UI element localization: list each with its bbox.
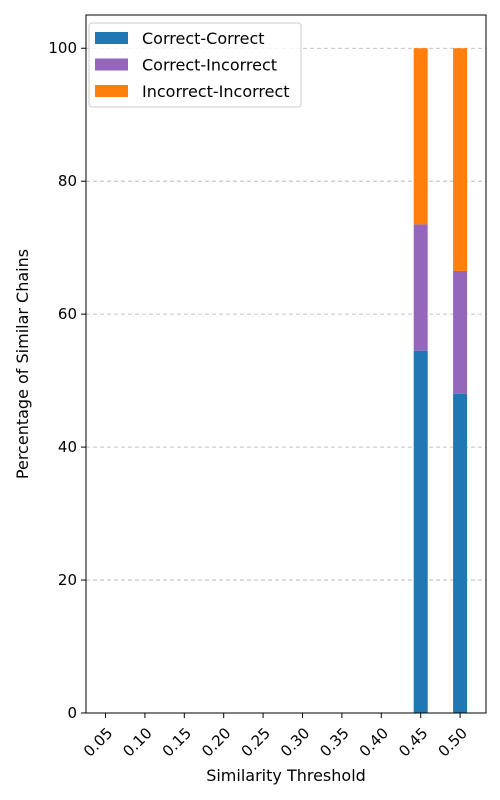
x-axis-label: Similarity Threshold [206,766,366,785]
legend: Correct-Correct Correct-Incorrect Incorrec… [89,23,301,107]
y-tick-label: 80 [58,172,77,190]
bar-incorrect-incorrect-0.50 [453,48,467,271]
y-tick-label: 20 [58,571,77,589]
legend-label: Correct-Correct [142,29,265,48]
bar-correct-incorrect-0.45 [414,224,428,350]
legend-label: Correct-Incorrect [142,56,277,75]
bar-incorrect-incorrect-0.45 [414,48,428,224]
bar-correct-incorrect-0.50 [453,271,467,394]
legend-swatch [95,32,128,44]
legend-swatch [95,59,128,71]
legend-label: Incorrect-Incorrect [142,82,290,101]
y-tick-label: 0 [67,704,77,722]
bar-correct-correct-0.45 [414,351,428,713]
legend-swatch [95,85,128,97]
y-axis-label: Percentage of Similar Chains [13,249,32,479]
y-tick-label: 100 [48,39,77,57]
y-tick-label: 40 [58,438,77,456]
bar-correct-correct-0.50 [453,394,467,713]
y-tick-label: 60 [58,305,77,323]
